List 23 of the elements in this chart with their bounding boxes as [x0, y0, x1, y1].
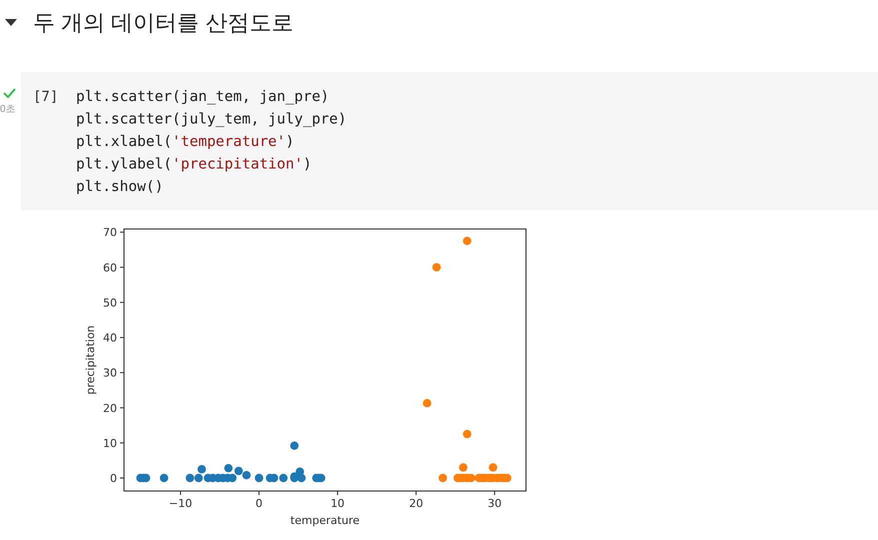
text: plt.show() — [76, 179, 164, 195]
y-tick-label: 70 — [103, 226, 117, 240]
y-tick-label: 60 — [103, 261, 117, 274]
x-tick-label: 30 — [488, 497, 502, 510]
y-tick-label: 0 — [110, 472, 117, 486]
chart-title: 두 개의 데이터를 산점도로 — [33, 10, 294, 35]
text: plt.scatter(july_tem, july_pre) — [76, 112, 347, 128]
text: 0초 — [0, 104, 16, 115]
text: plt.xlabel('temperature') — [76, 134, 294, 150]
text: plt.ylabel('precipitation') — [76, 156, 312, 172]
y-tick-label: 50 — [103, 296, 117, 310]
y-tick-label: 30 — [103, 366, 117, 380]
x-tick-label: −10 — [168, 497, 192, 510]
text: [7] — [33, 89, 58, 105]
y-tick-label: 40 — [103, 332, 117, 345]
y-axis-title: precipitation — [84, 325, 97, 395]
x-tick-label: 0 — [256, 497, 263, 510]
text: plt.scatter(jan_tem, jan_pre) — [76, 89, 330, 105]
x-tick-label: 20 — [409, 497, 424, 510]
x-axis-title: temperature — [290, 514, 360, 527]
y-tick-label: 10 — [103, 436, 117, 450]
y-tick-label: 20 — [103, 402, 117, 415]
x-tick-label: 10 — [330, 497, 345, 510]
